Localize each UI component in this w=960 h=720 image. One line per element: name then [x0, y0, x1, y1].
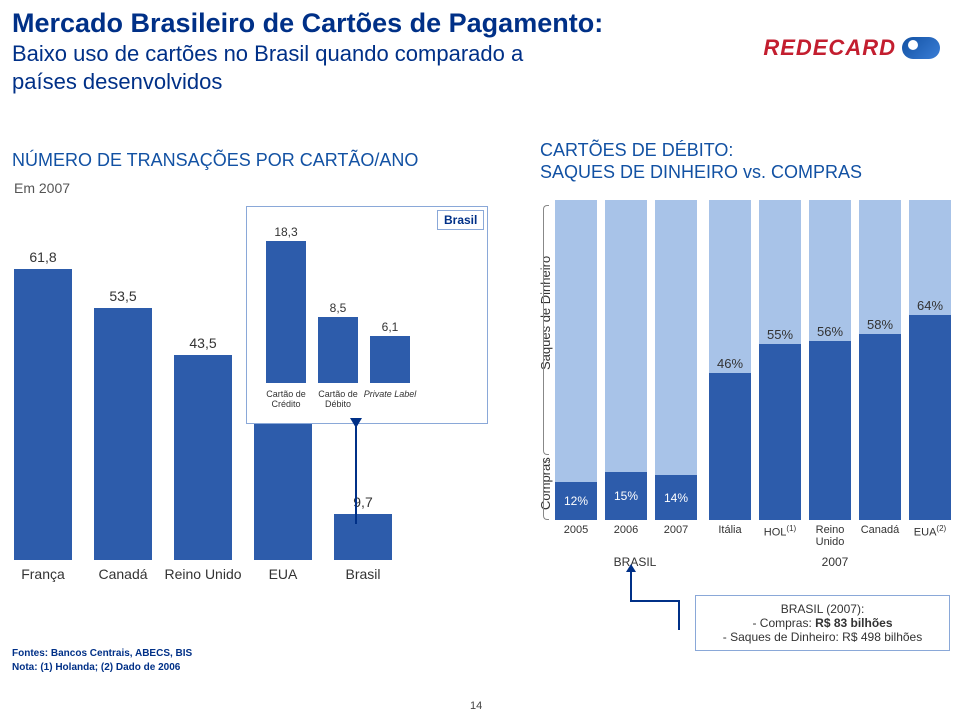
main-bar: 53,5Canadá	[94, 230, 152, 560]
main-bar-value: 61,8	[14, 249, 72, 265]
saques-bar: 56%Reino Unido	[809, 200, 851, 520]
group-2007: 2007	[720, 555, 950, 569]
main-bar-category: Canadá	[82, 566, 163, 582]
saques-chart: 12%200515%200614%200746%Itália55%HOL(1)5…	[555, 200, 950, 520]
inset-arrow-tip-icon	[350, 418, 362, 428]
inset-bar-category: Private Label	[362, 389, 418, 399]
saques-bar-category: 2007	[651, 524, 701, 536]
left-section-title: NÚMERO DE TRANSAÇÕES POR CARTÃO/ANO	[12, 150, 418, 171]
saques-bar: 55%HOL(1)	[759, 200, 801, 520]
saques-bar-category: Canadá	[855, 524, 905, 536]
caption-line2: - Compras: R$ 83 bilhões	[706, 616, 939, 630]
saques-bar-category: EUA(2)	[905, 524, 955, 539]
main-bar: 43,5Reino Unido	[174, 230, 232, 560]
saques-bar-category: 2005	[551, 524, 601, 536]
logo: REDECARD	[763, 35, 940, 61]
bracket-bottom	[543, 460, 549, 520]
saques-bar: 12%2005	[555, 200, 597, 520]
main-bar-category: EUA	[242, 566, 323, 582]
saques-bar: 64%EUA(2)	[909, 200, 951, 520]
main-bar: 61,8França	[14, 230, 72, 560]
saques-bar-top-label: 55%	[759, 327, 801, 342]
inset-title-badge: Brasil	[437, 210, 484, 230]
bracket-top	[543, 205, 549, 455]
page-number: 14	[470, 700, 482, 712]
inset-chart: 18,3Cartão de Crédito 8,5Cartão de Débito…	[266, 228, 466, 383]
saques-bar-bottom-label: 14%	[655, 491, 697, 505]
logo-mark-icon	[902, 37, 940, 59]
inset-bar-value: 8,5	[318, 301, 358, 315]
saques-bar-bottom-label: 12%	[555, 494, 597, 508]
inset-bar: 8,5Cartão de Débito	[318, 228, 358, 383]
main-bar-category: Reino Unido	[162, 566, 243, 582]
saques-bar: 46%Itália	[709, 200, 751, 520]
saques-bar: 14%2007	[655, 200, 697, 520]
saques-bar-top-label: 64%	[909, 298, 951, 313]
inset-bar-category: Cartão de Débito	[310, 389, 366, 409]
caption-line1: BRASIL (2007):	[706, 602, 939, 616]
saques-bar-category: Itália	[705, 524, 755, 536]
page-subtitle-1: Baixo uso de cartões no Brasil quando co…	[12, 41, 603, 67]
inset-bar-category: Cartão de Crédito	[258, 389, 314, 409]
caption-line3: - Saques de Dinheiro: R$ 498 bilhões	[706, 630, 939, 644]
right-section-title: CARTÕES DE DÉBITO: SAQUES DE DINHEIRO vs…	[540, 140, 862, 183]
saques-bar-category: Reino Unido	[805, 524, 855, 548]
title-block: Mercado Brasileiro de Cartões de Pagamen…	[12, 8, 603, 95]
inset-bar: 6,1Private Label	[370, 228, 410, 383]
page-subtitle-2: países desenvolvidos	[12, 69, 603, 95]
saques-bar: 58%Canadá	[859, 200, 901, 520]
inset-bar: 18,3Cartão de Crédito	[266, 228, 306, 383]
footnote-line1: Fontes: Bancos Centrais, ABECS, BIS	[12, 648, 192, 659]
saques-bar-top-label: 46%	[709, 356, 751, 371]
caption-box: BRASIL (2007): - Compras: R$ 83 bilhões …	[695, 595, 950, 651]
main-bar-value: 53,5	[94, 288, 152, 304]
saques-bar-top-label: 56%	[809, 324, 851, 339]
footnote-line2: Nota: (1) Holanda; (2) Dado de 2006	[12, 662, 180, 673]
main-bar-category: Brasil	[322, 566, 403, 582]
inset-bar-value: 6,1	[370, 320, 410, 334]
main-bar-category: França	[2, 566, 83, 582]
saques-bar-top-label: 58%	[859, 317, 901, 332]
saques-bar-category: 2006	[601, 524, 651, 536]
right-title-line2: SAQUES DE DINHEIRO vs. COMPRAS	[540, 162, 862, 182]
saques-bar: 15%2006	[605, 200, 647, 520]
inset-bar-value: 18,3	[266, 225, 306, 239]
inset-arrow-stem	[355, 424, 357, 524]
main-bar-value: 43,5	[174, 335, 232, 351]
logo-text: REDECARD	[763, 35, 896, 61]
left-section-subtitle: Em 2007	[14, 180, 70, 196]
right-title-line1: CARTÕES DE DÉBITO:	[540, 140, 733, 160]
saques-bar-bottom-label: 15%	[605, 489, 647, 503]
main-bar-value: 9,7	[334, 494, 392, 510]
saques-bar-category: HOL(1)	[755, 524, 805, 539]
page-title: Mercado Brasileiro de Cartões de Pagamen…	[12, 8, 603, 39]
